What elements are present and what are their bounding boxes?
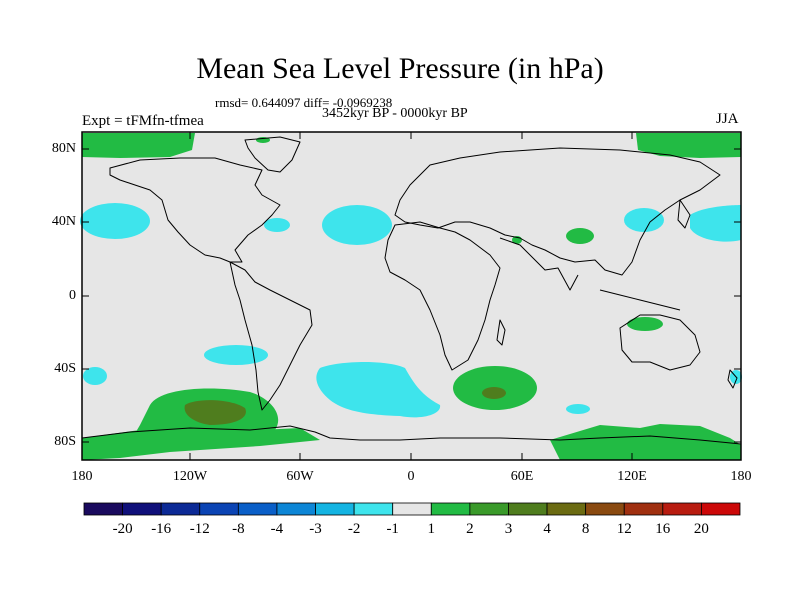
- asia-high: [566, 228, 594, 244]
- australia-high: [627, 317, 663, 331]
- antarctic-high-east: [550, 424, 741, 460]
- south-america-coast: [229, 261, 313, 411]
- south-asia-coast: [499, 237, 579, 291]
- colorbar-label: 8: [581, 521, 590, 537]
- colorbar-label: 2: [466, 521, 474, 537]
- north-atlantic-low: [322, 205, 392, 245]
- colorbar-label: 12: [616, 521, 632, 537]
- australia-coast: [619, 314, 701, 371]
- colorbar-box: [199, 502, 239, 516]
- arctic-high-west: [82, 133, 195, 158]
- colorbar-label: 20: [693, 521, 709, 537]
- us-east-low: [264, 218, 290, 232]
- colorbar-label: 3: [504, 521, 513, 537]
- colorbar-label: -16: [151, 521, 172, 537]
- northwest-pacific-low: [690, 205, 741, 242]
- lon-label-60w: 60W: [286, 469, 314, 484]
- new-zealand-coast: [727, 369, 738, 389]
- lon-label-60e: 60E: [510, 469, 534, 484]
- positive-anomaly-patches: [82, 133, 741, 460]
- map-title: Mean Sea Level Pressure (in hPa): [196, 52, 604, 85]
- lat-label-0: 0: [69, 288, 76, 303]
- lon-label-120e: 120E: [617, 469, 647, 484]
- period-label: 3452kyr BP - 0000kyr BP: [322, 106, 468, 121]
- colorbar-label: -3: [309, 521, 322, 537]
- north-america-coast: [109, 157, 281, 263]
- south-pacific-core: [184, 400, 246, 425]
- colorbar-box: [469, 502, 509, 516]
- indonesia-coast: [599, 289, 681, 311]
- lon-label-180e: 180: [730, 469, 752, 484]
- lat-label-40n: 40N: [51, 214, 76, 229]
- axis-ticks: [82, 132, 741, 460]
- colorbar-label: -20: [112, 521, 133, 537]
- colorbar-label: -12: [189, 521, 210, 537]
- japan-coast: [677, 199, 691, 229]
- east-asia-low: [624, 208, 664, 232]
- lat-label-80n: 80N: [51, 141, 76, 156]
- colorbar-box: [160, 502, 201, 516]
- indian-ocean-core: [482, 387, 506, 399]
- experiment-label: Expt = tFMfn-tfmea: [82, 113, 204, 129]
- coastlines: [81, 136, 742, 445]
- negative-anomaly-patches: [80, 203, 742, 418]
- lon-label-0: 0: [407, 469, 415, 484]
- colorbar-box: [701, 502, 741, 516]
- colorbar-box: [623, 502, 664, 516]
- colorbar-box: [430, 502, 471, 516]
- colorbar-box: [662, 502, 702, 516]
- lon-label-180w: 180: [71, 469, 93, 484]
- colorbar-box: [585, 502, 625, 516]
- colorbar-label: 4: [543, 521, 551, 537]
- antarctic-high-west: [82, 428, 320, 460]
- antarctica-coast: [81, 425, 742, 445]
- colorbar-label: -2: [347, 521, 361, 537]
- africa-coast: [384, 221, 501, 371]
- lat-label-80s: 80S: [54, 434, 76, 449]
- colorbar-box: [276, 502, 316, 516]
- madagascar-coast: [496, 319, 506, 346]
- southwest-pacific-low: [83, 367, 107, 385]
- southern-indian-low: [566, 404, 590, 414]
- lat-label-40s: 40S: [54, 361, 76, 376]
- colorbar-box: [508, 502, 548, 516]
- colorbar-label: 1: [427, 521, 436, 537]
- south-atlantic-low: [316, 362, 441, 418]
- season-label: JJA: [716, 111, 739, 127]
- strong-positive-patches: [184, 387, 506, 425]
- colorbar-box: [83, 502, 123, 516]
- colorbar-box: [546, 502, 587, 516]
- colorbar-label: -8: [232, 521, 245, 537]
- colorbar: [83, 502, 741, 516]
- colorbar-box: [315, 502, 355, 516]
- greenland-coast: [244, 136, 301, 173]
- stats-line: rmsd= 0.644097 diff= -0.0969238: [215, 95, 393, 110]
- colorbar-box: [353, 502, 394, 516]
- colorbar-box: [122, 502, 162, 516]
- south-pacific-low: [204, 345, 268, 365]
- colorbar-box: [237, 502, 278, 516]
- arctic-high-east: [636, 133, 741, 158]
- colorbar-label: -4: [270, 521, 284, 537]
- colorbar-label: -1: [386, 521, 399, 537]
- lon-label-120w: 120W: [172, 469, 208, 484]
- colorbar-label: 16: [655, 521, 671, 537]
- eurasia-coast: [394, 147, 721, 276]
- north-pacific-low: [80, 203, 150, 239]
- colorbar-box: [392, 502, 432, 516]
